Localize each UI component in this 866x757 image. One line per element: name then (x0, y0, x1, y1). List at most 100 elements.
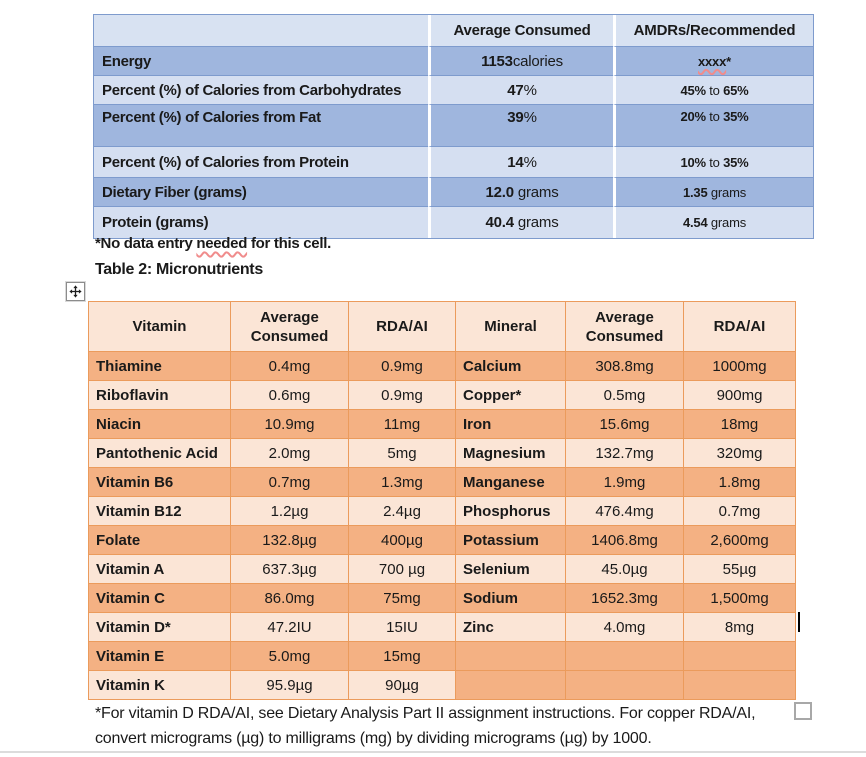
mineral-average-cell[interactable]: 15.6mg (565, 409, 684, 439)
vitamin-rda-cell[interactable]: 700 µg (348, 554, 456, 584)
mineral-name-cell[interactable] (455, 670, 566, 700)
mineral-average-cell[interactable] (565, 641, 684, 671)
row-label-cell[interactable]: Percent (%) of Calories from Protein (94, 147, 428, 178)
vitamin-name-cell[interactable]: Niacin (88, 409, 231, 439)
header-cell-amdrs-recommended[interactable]: AMDRs/Recommended (613, 15, 813, 47)
mineral-average-cell[interactable]: 476.4mg (565, 496, 684, 526)
vitamin-rda-cell[interactable]: 0.9mg (348, 380, 456, 410)
table2-footnote[interactable]: *For vitamin D RDA/AI, see Dietary Analy… (95, 701, 800, 751)
vitamin-name-cell[interactable]: Vitamin K (88, 670, 231, 700)
mineral-name-cell[interactable]: Iron (455, 409, 566, 439)
mineral-average-cell[interactable]: 1.9mg (565, 467, 684, 497)
mineral-rda-cell[interactable]: 320mg (683, 438, 796, 468)
mineral-average-cell[interactable]: 4.0mg (565, 612, 684, 642)
vitamin-name-cell[interactable]: Vitamin D* (88, 612, 231, 642)
vitamin-average-cell[interactable]: 1.2µg (230, 496, 349, 526)
mineral-name-cell[interactable]: Sodium (455, 583, 566, 613)
vitamin-name-cell[interactable]: Vitamin E (88, 641, 231, 671)
mineral-name-cell[interactable]: Zinc (455, 612, 566, 642)
row-label-cell[interactable]: Percent (%) of Calories from Fat (94, 105, 428, 147)
mineral-average-cell[interactable] (565, 670, 684, 700)
vitamin-average-cell[interactable]: 47.2IU (230, 612, 349, 642)
vitamin-average-cell[interactable]: 5.0mg (230, 641, 349, 671)
average-consumed-cell[interactable]: 47% (428, 76, 613, 105)
mineral-name-cell[interactable]: Manganese (455, 467, 566, 497)
mineral-name-cell[interactable]: Magnesium (455, 438, 566, 468)
header-cell-mineral-average-consumed[interactable]: Average Consumed (565, 301, 684, 352)
mineral-average-cell[interactable]: 45.0µg (565, 554, 684, 584)
mineral-rda-cell[interactable]: 1.8mg (683, 467, 796, 497)
vitamin-rda-cell[interactable]: 90µg (348, 670, 456, 700)
vitamin-average-cell[interactable]: 95.9µg (230, 670, 349, 700)
mineral-rda-cell[interactable]: 1,500mg (683, 583, 796, 613)
vitamin-rda-cell[interactable]: 1.3mg (348, 467, 456, 497)
mineral-name-cell[interactable]: Phosphorus (455, 496, 566, 526)
amdr-recommended-cell[interactable]: 45% to 65% (613, 76, 813, 105)
average-consumed-cell[interactable]: 39% (428, 105, 613, 147)
vitamin-name-cell[interactable]: Riboflavin (88, 380, 231, 410)
header-cell-vitamin-average-consumed[interactable]: Average Consumed (230, 301, 349, 352)
row-label-cell[interactable]: Protein (grams) (94, 207, 428, 238)
vitamin-rda-cell[interactable]: 5mg (348, 438, 456, 468)
amdr-recommended-cell[interactable]: 20% to 35% (613, 105, 813, 147)
table2-title[interactable]: Table 2: Micronutrients (95, 261, 263, 278)
row-label-cell[interactable]: Percent (%) of Calories from Carbohydrat… (94, 76, 428, 105)
mineral-rda-cell[interactable]: 1000mg (683, 351, 796, 381)
table1-footnote[interactable]: *No data entry needed for this cell. (95, 235, 331, 252)
vitamin-average-cell[interactable]: 0.6mg (230, 380, 349, 410)
average-consumed-cell[interactable]: 14% (428, 147, 613, 178)
header-cell-empty[interactable] (94, 15, 428, 47)
table-move-handle[interactable] (66, 282, 85, 301)
amdr-recommended-cell[interactable]: xxxx* (613, 47, 813, 76)
vitamin-rda-cell[interactable]: 0.9mg (348, 351, 456, 381)
vitamin-name-cell[interactable]: Vitamin C (88, 583, 231, 613)
header-cell-average-consumed[interactable]: Average Consumed (428, 15, 613, 47)
mineral-rda-cell[interactable]: 55µg (683, 554, 796, 584)
vitamin-rda-cell[interactable]: 75mg (348, 583, 456, 613)
mineral-average-cell[interactable]: 308.8mg (565, 351, 684, 381)
average-consumed-cell[interactable]: 1153calories (428, 47, 613, 76)
header-cell-vitamin[interactable]: Vitamin (88, 301, 231, 352)
amdr-recommended-cell[interactable]: 1.35 grams (613, 178, 813, 207)
vitamin-rda-cell[interactable]: 15IU (348, 612, 456, 642)
header-cell-mineral-rda-ai[interactable]: RDA/AI (683, 301, 796, 352)
mineral-rda-cell[interactable] (683, 670, 796, 700)
mineral-rda-cell[interactable]: 900mg (683, 380, 796, 410)
vitamin-rda-cell[interactable]: 400µg (348, 525, 456, 555)
vitamin-name-cell[interactable]: Vitamin B6 (88, 467, 231, 497)
vitamin-average-cell[interactable]: 10.9mg (230, 409, 349, 439)
amdr-recommended-cell[interactable]: 10% to 35% (613, 147, 813, 178)
mineral-rda-cell[interactable]: 2,600mg (683, 525, 796, 555)
vitamin-rda-cell[interactable]: 2.4µg (348, 496, 456, 526)
vitamin-average-cell[interactable]: 2.0mg (230, 438, 349, 468)
mineral-name-cell[interactable]: Copper* (455, 380, 566, 410)
vitamin-name-cell[interactable]: Folate (88, 525, 231, 555)
vitamin-name-cell[interactable]: Pantothenic Acid (88, 438, 231, 468)
mineral-average-cell[interactable]: 132.7mg (565, 438, 684, 468)
mineral-rda-cell[interactable]: 0.7mg (683, 496, 796, 526)
vitamin-rda-cell[interactable]: 15mg (348, 641, 456, 671)
vitamin-name-cell[interactable]: Vitamin A (88, 554, 231, 584)
mineral-rda-cell[interactable]: 8mg (683, 612, 796, 642)
row-label-cell[interactable]: Energy (94, 47, 428, 76)
mineral-average-cell[interactable]: 0.5mg (565, 380, 684, 410)
mineral-rda-cell[interactable] (683, 641, 796, 671)
mineral-name-cell[interactable]: Calcium (455, 351, 566, 381)
mineral-average-cell[interactable]: 1406.8mg (565, 525, 684, 555)
mineral-name-cell[interactable]: Potassium (455, 525, 566, 555)
vitamin-average-cell[interactable]: 86.0mg (230, 583, 349, 613)
mineral-name-cell[interactable] (455, 641, 566, 671)
vitamin-rda-cell[interactable]: 11mg (348, 409, 456, 439)
vitamin-name-cell[interactable]: Vitamin B12 (88, 496, 231, 526)
row-label-cell[interactable]: Dietary Fiber (grams) (94, 178, 428, 207)
table-resize-handle[interactable] (794, 702, 812, 720)
vitamin-name-cell[interactable]: Thiamine (88, 351, 231, 381)
vitamin-average-cell[interactable]: 0.4mg (230, 351, 349, 381)
amdr-recommended-cell[interactable]: 4.54 grams (613, 207, 813, 238)
vitamin-average-cell[interactable]: 637.3µg (230, 554, 349, 584)
header-cell-mineral[interactable]: Mineral (455, 301, 566, 352)
mineral-rda-cell[interactable]: 18mg (683, 409, 796, 439)
mineral-average-cell[interactable]: 1652.3mg (565, 583, 684, 613)
header-cell-vitamin-rda-ai[interactable]: RDA/AI (348, 301, 456, 352)
vitamin-average-cell[interactable]: 0.7mg (230, 467, 349, 497)
